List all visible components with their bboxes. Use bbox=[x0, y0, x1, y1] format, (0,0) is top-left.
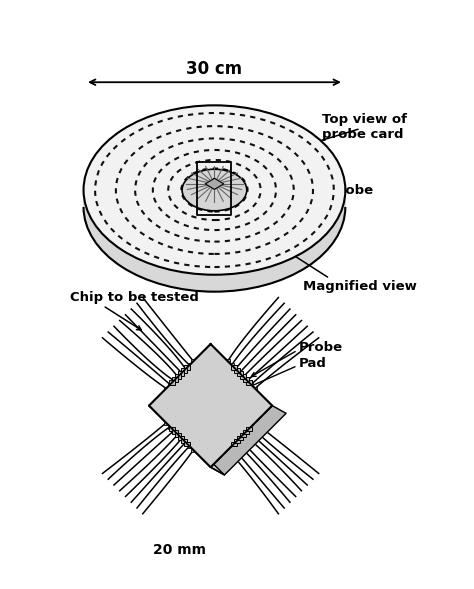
Bar bbox=[184, 365, 191, 370]
Bar bbox=[175, 374, 182, 379]
Bar bbox=[237, 436, 243, 440]
Bar bbox=[191, 359, 195, 363]
Bar bbox=[243, 377, 249, 382]
Bar bbox=[245, 379, 249, 383]
Bar bbox=[175, 433, 182, 437]
Bar bbox=[178, 436, 184, 440]
Bar bbox=[226, 359, 230, 363]
Bar bbox=[234, 441, 237, 444]
Bar bbox=[172, 429, 176, 432]
Bar bbox=[164, 421, 168, 425]
Bar bbox=[241, 432, 245, 436]
Bar bbox=[169, 426, 175, 431]
Bar bbox=[181, 439, 187, 444]
Bar bbox=[246, 380, 252, 385]
Bar bbox=[169, 380, 175, 385]
Text: 20 mm: 20 mm bbox=[153, 542, 206, 557]
Bar bbox=[253, 386, 257, 391]
Bar bbox=[164, 386, 168, 391]
Bar bbox=[249, 425, 253, 429]
Bar bbox=[243, 429, 249, 434]
Polygon shape bbox=[205, 178, 224, 190]
Bar bbox=[176, 375, 180, 379]
Bar bbox=[172, 429, 178, 434]
Bar bbox=[181, 368, 187, 373]
Bar bbox=[230, 444, 234, 448]
Bar bbox=[237, 436, 241, 441]
Bar bbox=[253, 421, 257, 425]
Bar bbox=[191, 448, 195, 452]
Bar bbox=[176, 432, 180, 436]
Bar bbox=[184, 442, 191, 446]
Polygon shape bbox=[210, 406, 286, 475]
Bar bbox=[180, 371, 183, 375]
Bar bbox=[234, 439, 240, 444]
Text: Magnified view: Magnified view bbox=[303, 280, 417, 293]
Bar bbox=[240, 374, 246, 379]
Bar bbox=[230, 363, 234, 367]
Bar bbox=[234, 368, 240, 373]
Text: Top view of
probe card: Top view of probe card bbox=[322, 113, 407, 141]
Text: 10 mm: 10 mm bbox=[188, 229, 241, 243]
Bar bbox=[246, 426, 252, 431]
Bar bbox=[234, 367, 237, 371]
Bar bbox=[237, 371, 241, 375]
Bar bbox=[245, 429, 249, 432]
Bar bbox=[172, 379, 176, 383]
Bar bbox=[168, 425, 172, 429]
Bar bbox=[241, 375, 245, 379]
Bar bbox=[240, 433, 246, 437]
Bar bbox=[184, 367, 188, 371]
Ellipse shape bbox=[83, 105, 346, 274]
Text: Probe: Probe bbox=[330, 184, 374, 197]
Text: 30 cm: 30 cm bbox=[186, 59, 243, 78]
Bar bbox=[226, 448, 230, 452]
Bar bbox=[178, 371, 184, 376]
Bar bbox=[231, 365, 237, 370]
Text: Probe: Probe bbox=[299, 342, 343, 355]
Bar bbox=[184, 441, 188, 444]
Polygon shape bbox=[149, 406, 225, 475]
Text: Chip to be tested: Chip to be tested bbox=[70, 292, 199, 305]
Ellipse shape bbox=[182, 169, 247, 211]
Text: Pad: Pad bbox=[299, 357, 327, 370]
Bar bbox=[168, 383, 172, 386]
Bar bbox=[172, 377, 178, 382]
Bar bbox=[249, 383, 253, 386]
Polygon shape bbox=[83, 190, 346, 292]
Bar bbox=[231, 442, 237, 446]
Polygon shape bbox=[149, 344, 272, 467]
Bar bbox=[237, 371, 243, 376]
Bar bbox=[180, 436, 183, 441]
Bar bbox=[188, 444, 191, 448]
Bar bbox=[188, 363, 191, 367]
